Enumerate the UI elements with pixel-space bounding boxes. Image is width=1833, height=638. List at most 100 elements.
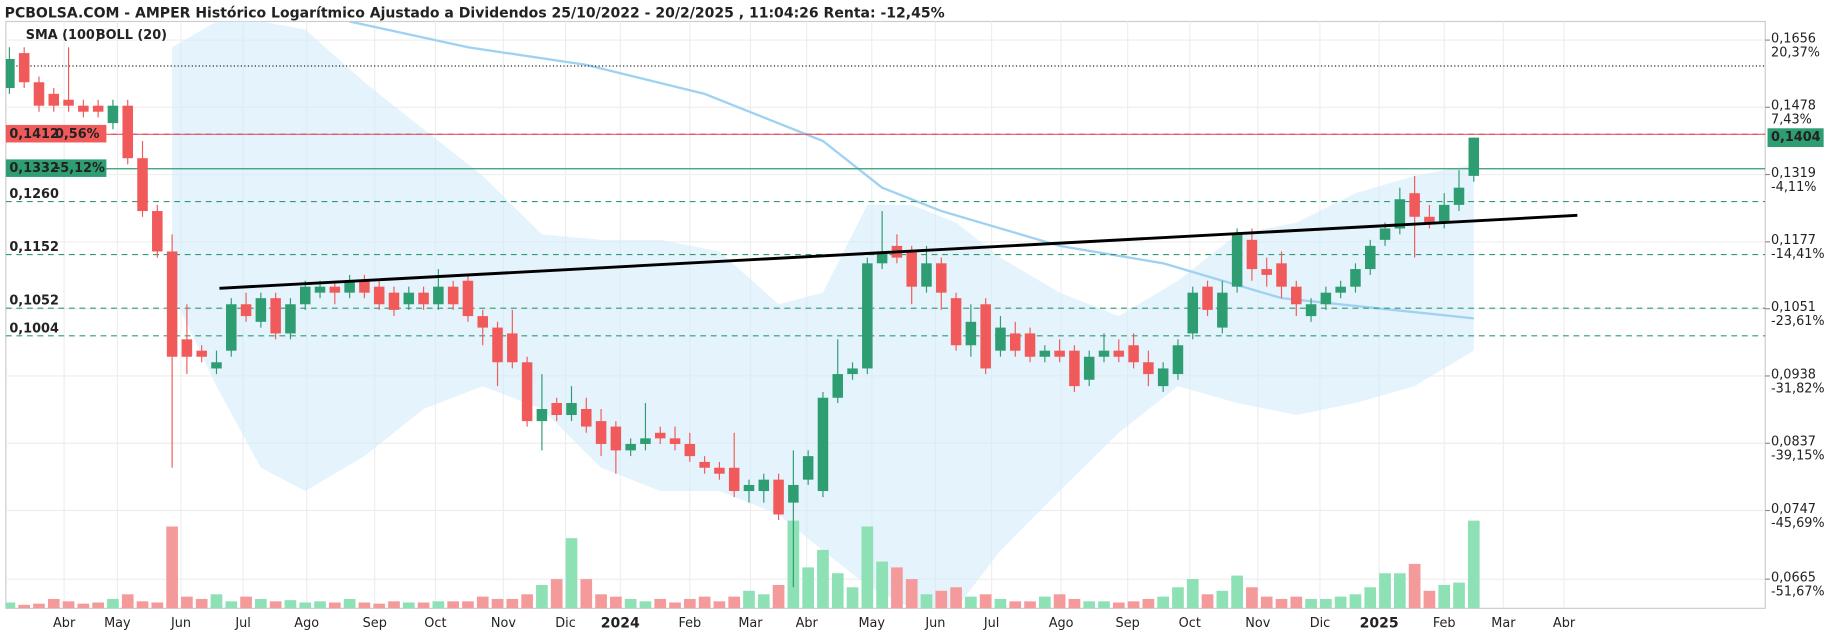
- volume-bar: [62, 601, 75, 609]
- last-price-box: [1767, 128, 1824, 147]
- y-pct-label: -51,67%: [1771, 585, 1825, 600]
- volume-bar: [1275, 598, 1288, 609]
- x-tick-label: Jul: [234, 616, 251, 631]
- candle-body: [492, 327, 503, 363]
- candle-body: [936, 263, 947, 293]
- candle-body: [1231, 234, 1243, 287]
- volume-bar: [299, 602, 312, 609]
- y-tick-label: 0,0665: [1771, 571, 1816, 586]
- volume-bar: [491, 598, 504, 609]
- volume-bar: [965, 596, 977, 609]
- candle-body: [285, 304, 296, 334]
- candle-body: [862, 263, 873, 369]
- candle-body: [418, 292, 429, 305]
- candle-body: [78, 105, 89, 112]
- candle-body: [507, 333, 518, 363]
- candle-body: [610, 426, 622, 451]
- candle-body: [669, 438, 681, 444]
- candle-body: [1187, 292, 1199, 334]
- volume-bar: [772, 584, 785, 609]
- candle-body: [1202, 286, 1213, 310]
- volume-bar: [728, 596, 741, 609]
- candle-body: [329, 286, 341, 293]
- volume-bar: [151, 602, 164, 609]
- volume-bar: [240, 596, 252, 609]
- volume-bar: [269, 601, 282, 609]
- candle-body: [1143, 362, 1154, 375]
- volume-bar: [417, 602, 430, 609]
- candle-body: [847, 368, 858, 375]
- candle-body: [166, 251, 178, 357]
- x-tick-label: Feb: [1433, 616, 1456, 631]
- volume-bar: [1246, 587, 1258, 609]
- level-box: [5, 124, 107, 143]
- candle-body: [314, 286, 326, 293]
- volume-bar: [595, 594, 607, 609]
- candle-body: [5, 58, 15, 89]
- candle-body: [832, 374, 844, 398]
- y-pct-label: 7,43%: [1771, 113, 1812, 128]
- candle-body: [995, 327, 1006, 351]
- volume-bar: [757, 594, 770, 609]
- volume-bar: [1467, 520, 1480, 609]
- candle-body: [344, 280, 355, 293]
- level-label: 0,1260: [9, 187, 59, 202]
- volume-bar: [195, 598, 208, 609]
- volume-bar: [1083, 601, 1096, 609]
- volume-bar: [624, 598, 637, 609]
- candle-body: [1128, 345, 1139, 363]
- volume-bar: [905, 579, 918, 609]
- candle-body: [1350, 269, 1361, 287]
- y-pct-label: 20,37%: [1771, 45, 1820, 60]
- x-tick-label: Ago: [1049, 616, 1074, 631]
- y-pct-label: -23,61%: [1771, 314, 1825, 329]
- candle-body: [950, 298, 962, 346]
- candle-body: [1424, 216, 1435, 223]
- x-tick-label: 2024: [601, 616, 640, 632]
- bollinger-band: [172, 21, 1474, 609]
- volume-bar: [121, 594, 134, 609]
- candle-body: [388, 292, 400, 310]
- candle-body: [581, 408, 592, 427]
- volume-bar: [1098, 601, 1110, 609]
- candle-body: [270, 298, 281, 334]
- volume-bar: [107, 598, 119, 609]
- candle-body: [654, 432, 666, 439]
- candle-body: [758, 479, 770, 492]
- candle-body: [1054, 350, 1065, 357]
- candle-body: [137, 158, 148, 212]
- candle-body: [92, 105, 104, 112]
- candle-body: [817, 397, 829, 492]
- x-tick-label: 2025: [1360, 616, 1399, 632]
- volume-bar: [225, 601, 238, 609]
- volume-bar: [1379, 573, 1391, 609]
- candle-body: [1291, 286, 1302, 305]
- trendline: [219, 213, 1578, 290]
- y-tick-label: 0,0747: [1771, 502, 1816, 517]
- candle-body: [107, 105, 119, 124]
- candle-body: [299, 286, 311, 305]
- x-tick-label: Sep: [363, 616, 387, 631]
- candle-body: [1453, 187, 1465, 205]
- candle-body: [1069, 350, 1080, 387]
- volume-bar: [1024, 601, 1036, 609]
- volume-bar: [1216, 590, 1229, 609]
- candle-body: [1438, 204, 1450, 223]
- level-label: 0,1004: [9, 321, 59, 336]
- x-tick-label: Mar: [1491, 616, 1516, 631]
- volume-bar: [92, 602, 104, 609]
- volume-bar: [950, 587, 962, 609]
- candle-body: [33, 82, 45, 106]
- x-tick-label: Dic: [555, 616, 576, 631]
- candle-body: [566, 403, 577, 416]
- volume-bar: [1142, 598, 1155, 609]
- volume-bar: [1260, 596, 1273, 609]
- candle-body: [625, 443, 636, 451]
- level-label: 0,1052: [9, 294, 59, 309]
- candle-body: [714, 467, 725, 474]
- candle-body: [1172, 345, 1184, 375]
- volume-bar: [935, 590, 948, 609]
- volume-bar: [476, 596, 489, 609]
- candle-body: [403, 292, 415, 305]
